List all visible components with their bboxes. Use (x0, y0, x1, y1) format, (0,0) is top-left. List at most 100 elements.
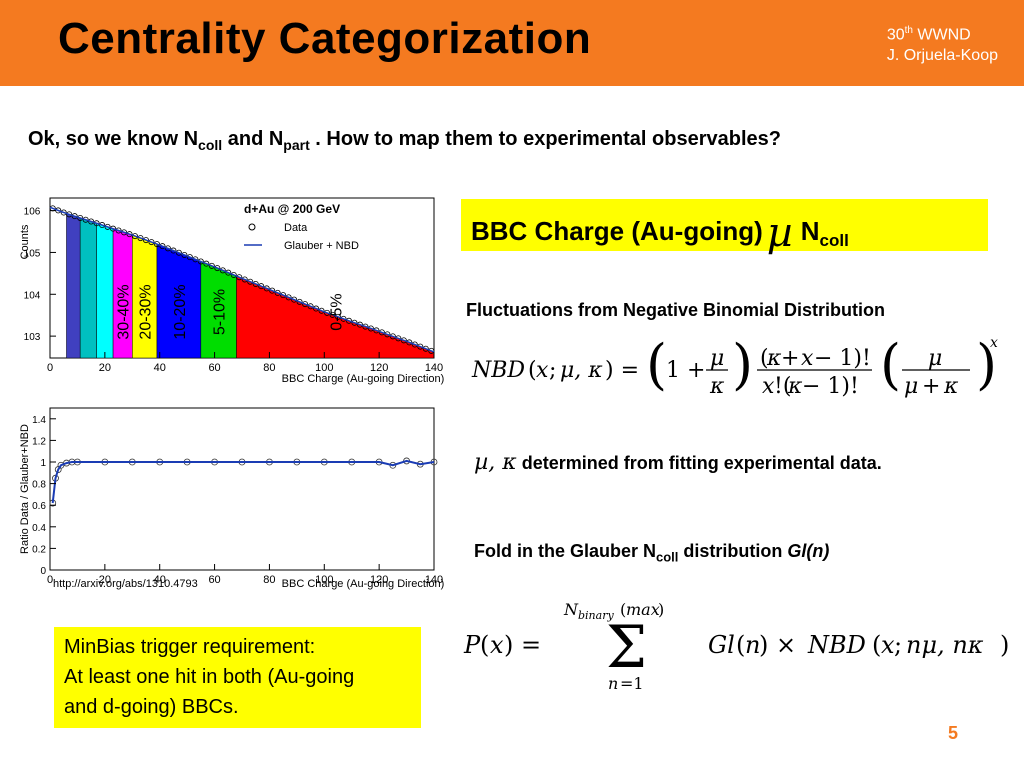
svg-text:(: ( (528, 358, 537, 383)
svg-text:) =: ) = (605, 358, 639, 383)
data-point (93, 220, 100, 227)
data-point (280, 292, 287, 299)
data-point (186, 254, 193, 261)
data-point (384, 331, 391, 338)
x-tick-label: 60 (208, 574, 220, 586)
x-tick-label: 80 (263, 362, 275, 374)
data-point (181, 251, 188, 258)
question-text: Ok, so we know Ncoll and Npart . How to … (28, 128, 781, 153)
svg-text:) ×: ) × (759, 631, 796, 659)
x-tick-label: 40 (154, 574, 166, 586)
arxiv-link[interactable]: http://arxiv.org/abs/1310.4793 (53, 578, 198, 590)
svg-text:): ) (976, 335, 997, 396)
data-point (389, 333, 396, 340)
centrality-bin-label: 5-10% (212, 289, 229, 335)
data-point (230, 271, 237, 278)
bbc-statement: BBC Charge (Au-going) µ Ncoll (471, 210, 849, 256)
page-number: 5 (948, 723, 959, 743)
data-point (258, 283, 265, 290)
data-point (367, 325, 374, 332)
data-point (411, 341, 418, 348)
data-point (110, 225, 117, 232)
data-point (263, 285, 270, 292)
legend-fit: Glauber + NBD (284, 240, 359, 252)
data-point (121, 229, 128, 236)
y-axis-label: Ratio Data / Glauber+NBD (19, 424, 31, 554)
svg-text:nμ, nκ: nμ, nκ (906, 631, 984, 659)
centrality-bin (96, 222, 114, 359)
data-point (77, 214, 84, 221)
data-point (252, 280, 259, 287)
legend-data: Data (284, 222, 308, 234)
x-tick-label: 0 (47, 362, 53, 374)
data-point (236, 274, 243, 281)
svg-text:Gl: Gl (708, 631, 735, 659)
x-tick-label: 140 (425, 362, 443, 374)
data-point (164, 245, 171, 252)
x-tick-label: 0 (47, 574, 53, 586)
counts-plot: 0 20 40 60 80 100 120 140 103 104 105 106 Counts B… (19, 197, 444, 385)
svg-text:(: ( (736, 631, 745, 659)
data-point (143, 237, 150, 244)
data-point (269, 287, 276, 294)
chart-title: d+Au @ 200 GeV (244, 202, 340, 216)
header-bar: Centrality Categorization 30th WWND J. O… (0, 0, 1024, 86)
bbc-highlight-box: BBC Charge (Au-going) µ Ncoll (461, 199, 988, 256)
data-point (170, 247, 177, 254)
data-point (428, 347, 435, 354)
x-tick-label: 40 (154, 362, 166, 374)
data-point (356, 321, 363, 328)
centrality-bin-label: 30-40% (116, 284, 133, 339)
slide-title: Centrality Categorization (58, 14, 592, 63)
data-point (362, 323, 369, 330)
data-point (247, 278, 254, 285)
svg-text:κ: κ (787, 374, 803, 399)
data-point (422, 345, 429, 352)
data-point (192, 256, 199, 263)
svg-text:binary: binary (578, 609, 614, 622)
author-name: J. Orjuela-Koop (886, 47, 998, 65)
data-point (406, 339, 413, 346)
svg-text:=1: =1 (620, 674, 644, 693)
data-point (296, 298, 303, 305)
data-point (148, 239, 155, 246)
data-point (417, 343, 424, 350)
data-point (104, 223, 111, 230)
svg-text:κ: κ (709, 374, 725, 399)
svg-text:x: x (536, 358, 549, 383)
data-point (395, 335, 402, 342)
data-point (307, 303, 314, 310)
data-point (175, 249, 182, 256)
data-point (66, 211, 73, 218)
svg-text:;: ; (549, 358, 556, 383)
svg-text:(: ( (760, 346, 769, 371)
svg-text:P: P (463, 631, 481, 659)
centrality-bin (79, 217, 97, 359)
data-point (318, 307, 325, 314)
svg-text:): ) (658, 600, 664, 619)
x-tick-label: 100 (315, 574, 333, 586)
svg-text:κ: κ (943, 374, 959, 399)
x-tick-label: 20 (99, 362, 111, 374)
x-tick-label: 140 (425, 574, 443, 586)
data-point (159, 243, 166, 250)
svg-text:;: ; (894, 631, 902, 659)
svg-text:): ) (732, 335, 753, 396)
y-tick-label: 106 (24, 207, 41, 218)
conference-number: 30 (886, 26, 905, 44)
glauber-statement: Fold in the Glauber Ncoll distribution G… (474, 541, 830, 565)
data-point (225, 269, 232, 276)
svg-text:x: x (762, 374, 775, 399)
centrality-bin-label: 0-5% (328, 293, 345, 330)
conference-ordinal: th (904, 25, 913, 36)
data-point (71, 213, 78, 220)
x-axis-label: BBC Charge (Au-going Direction) (282, 373, 444, 385)
svg-text:x: x (490, 631, 504, 659)
data-point (345, 317, 352, 324)
svg-text:max: max (626, 600, 660, 619)
svg-text:x: x (990, 335, 998, 351)
data-point (82, 216, 89, 223)
svg-text:!(: !( (774, 374, 791, 399)
data-point (153, 241, 160, 248)
